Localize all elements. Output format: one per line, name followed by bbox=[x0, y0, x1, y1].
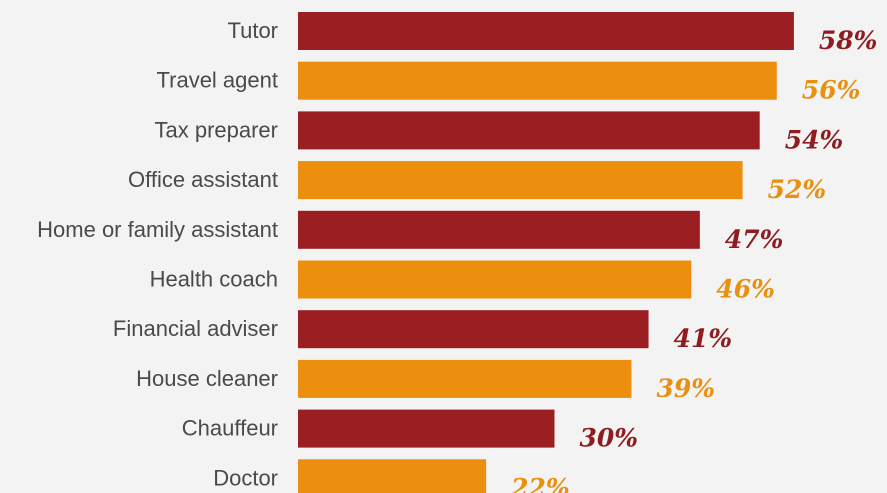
category-labels-group: Tutor Travel agent Tax preparer Office assi… bbox=[37, 18, 278, 490]
value-labels-group: 58% 56% 54% 52% 47% 46% 41% 39% 30% 22% bbox=[510, 26, 877, 493]
bar-financial-adviser bbox=[298, 310, 649, 349]
bar-tax-preparer bbox=[298, 111, 760, 150]
value-label-office-assistant: 52% bbox=[768, 175, 827, 204]
value-label-chauffeur: 30% bbox=[580, 424, 639, 453]
category-label-house-cleaner: House cleaner bbox=[136, 366, 278, 391]
bar-tutor bbox=[298, 12, 794, 50]
value-label-tutor: 58% bbox=[819, 26, 878, 55]
bar-health-coach bbox=[298, 260, 692, 299]
category-label-chauffeur: Chauffeur bbox=[182, 416, 278, 441]
category-label-financial-adviser: Financial adviser bbox=[113, 316, 278, 341]
bar-office-assistant bbox=[298, 161, 743, 200]
bar-home-or-family-assistant bbox=[298, 210, 700, 249]
value-label-tax-preparer: 54% bbox=[785, 125, 844, 154]
bar-chauffeur bbox=[298, 409, 555, 448]
bars-group bbox=[298, 12, 794, 493]
bar-travel-agent bbox=[298, 61, 777, 100]
value-label-financial-adviser: 41% bbox=[674, 324, 733, 353]
bar-doctor bbox=[298, 459, 487, 493]
value-label-health-coach: 46% bbox=[716, 275, 775, 304]
value-label-home-or-family-assistant: 47% bbox=[725, 225, 784, 254]
value-label-house-cleaner: 39% bbox=[656, 374, 715, 403]
value-label-doctor: 22% bbox=[510, 473, 570, 493]
bar-house-cleaner bbox=[298, 359, 632, 398]
category-label-doctor: Doctor bbox=[213, 465, 278, 490]
category-label-home-or-family-assistant: Home or family assistant bbox=[37, 217, 278, 242]
category-label-travel-agent: Travel agent bbox=[157, 68, 278, 93]
value-label-travel-agent: 56% bbox=[802, 76, 861, 105]
category-label-health-coach: Health coach bbox=[150, 267, 278, 292]
category-label-office-assistant: Office assistant bbox=[128, 167, 278, 192]
category-label-tax-preparer: Tax preparer bbox=[154, 117, 278, 142]
category-label-tutor: Tutor bbox=[227, 18, 278, 43]
